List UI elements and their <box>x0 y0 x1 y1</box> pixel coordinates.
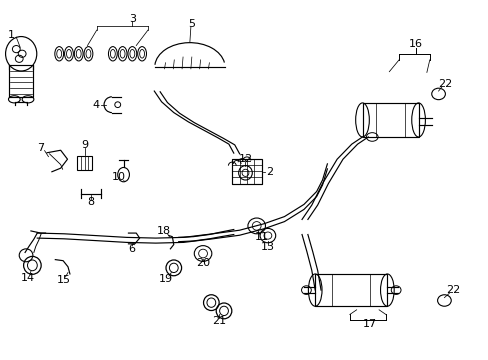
Text: 7: 7 <box>37 143 44 153</box>
Text: 11: 11 <box>254 232 268 242</box>
Bar <box>315 274 386 306</box>
Bar <box>9 64 33 97</box>
Text: 10: 10 <box>111 172 125 182</box>
Text: 16: 16 <box>408 40 422 49</box>
Bar <box>362 103 418 137</box>
Text: 14: 14 <box>20 273 35 283</box>
Text: 13: 13 <box>261 242 274 252</box>
Text: 8: 8 <box>87 197 94 207</box>
Text: 20: 20 <box>196 258 210 268</box>
Text: 4: 4 <box>92 100 99 110</box>
Text: 1: 1 <box>8 30 15 40</box>
Text: 15: 15 <box>57 275 71 285</box>
Bar <box>77 156 92 170</box>
Text: 22: 22 <box>437 79 451 89</box>
Text: 17: 17 <box>363 319 377 329</box>
Bar <box>232 159 261 184</box>
Text: 5: 5 <box>188 19 195 29</box>
Text: 3: 3 <box>128 14 136 24</box>
Text: 19: 19 <box>158 274 172 284</box>
Text: 22: 22 <box>445 285 459 296</box>
Text: 9: 9 <box>81 140 88 150</box>
Text: 2: 2 <box>266 167 273 177</box>
Text: 6: 6 <box>128 244 135 254</box>
Text: 12: 12 <box>238 154 252 164</box>
Text: 18: 18 <box>157 226 171 236</box>
Text: 21: 21 <box>212 316 226 325</box>
